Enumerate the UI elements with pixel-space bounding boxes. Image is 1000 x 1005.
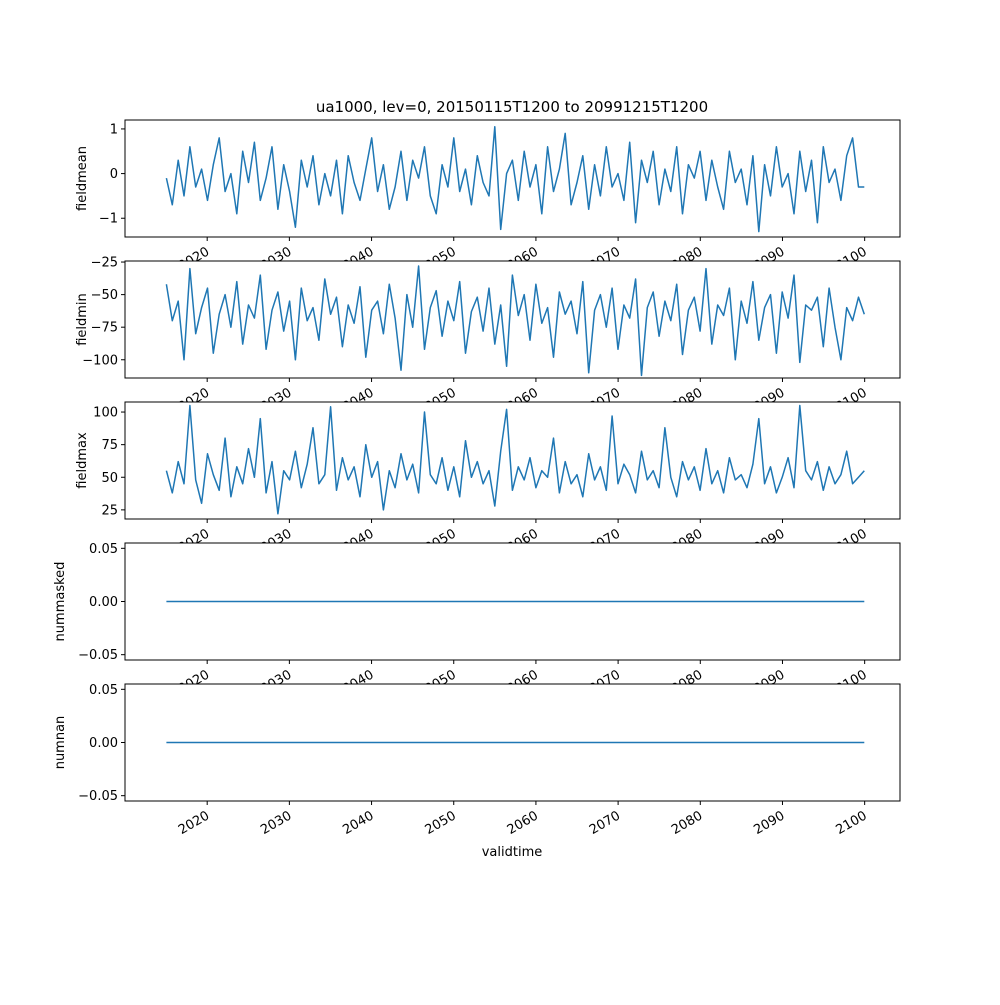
x-axis-label: validtime xyxy=(482,845,543,860)
y-tick-label-numnan: 0.05 xyxy=(89,683,118,698)
axes-frame-fieldmin xyxy=(124,260,901,379)
chart-title: ua1000, lev=0, 20150115T1200 to 20991215… xyxy=(316,98,708,116)
y-tick-label-nummasked: −0.05 xyxy=(78,648,118,663)
y-tick-label-nummasked: 0.05 xyxy=(89,542,118,557)
y-axis-label-nummasked: nummasked xyxy=(53,562,68,642)
y-tick-label-fieldmax: 75 xyxy=(101,438,118,453)
y-tick-label-fieldmean: −1 xyxy=(99,212,118,227)
y-tick-label-fieldmin: −100 xyxy=(82,353,118,368)
x-tick-label: 2080 xyxy=(669,808,705,838)
x-tick-label: 2030 xyxy=(258,808,294,838)
series-line-fieldmax xyxy=(165,404,865,515)
y-tick-label-fieldmean: 0 xyxy=(110,167,118,182)
y-tick-label-fieldmin: −50 xyxy=(91,288,118,303)
y-tick-label-fieldmax: 50 xyxy=(101,471,118,486)
axes-frame-fieldmean xyxy=(124,119,901,238)
series-line-fieldmin xyxy=(165,265,866,377)
x-tick-label: 2090 xyxy=(751,808,787,838)
y-axis-label-fieldmean: fieldmean xyxy=(75,146,90,211)
y-tick-label-fieldmax: 25 xyxy=(101,503,118,518)
axes-background-fieldmean xyxy=(125,120,900,237)
axes-frame-fieldmax xyxy=(124,401,901,520)
y-tick-label-nummasked: 0.00 xyxy=(89,595,118,610)
series-line-fieldmean xyxy=(165,125,865,233)
x-tick-label: 2060 xyxy=(505,808,541,838)
y-axis-label-fieldmin: fieldmin xyxy=(75,293,90,346)
y-axis-label-fieldmax: fieldmax xyxy=(75,432,90,489)
y-tick-label-fieldmean: 1 xyxy=(110,122,118,137)
x-tick-label: 2020 xyxy=(176,808,212,838)
y-tick-label-numnan: 0.00 xyxy=(89,736,118,751)
y-tick-label-fieldmin: −75 xyxy=(91,321,118,336)
x-tick-label: 2050 xyxy=(423,808,459,838)
y-tick-label-fieldmin: −25 xyxy=(91,256,118,271)
x-tick-label: 2100 xyxy=(834,808,870,838)
y-axis-label-numnan: numnan xyxy=(53,716,68,770)
y-tick-label-fieldmax: 100 xyxy=(93,406,118,421)
x-tick-label: 2040 xyxy=(340,808,376,838)
x-tick-label: 2070 xyxy=(587,808,623,838)
y-tick-label-numnan: −0.05 xyxy=(78,789,118,804)
axes-background-fieldmax xyxy=(125,402,900,519)
